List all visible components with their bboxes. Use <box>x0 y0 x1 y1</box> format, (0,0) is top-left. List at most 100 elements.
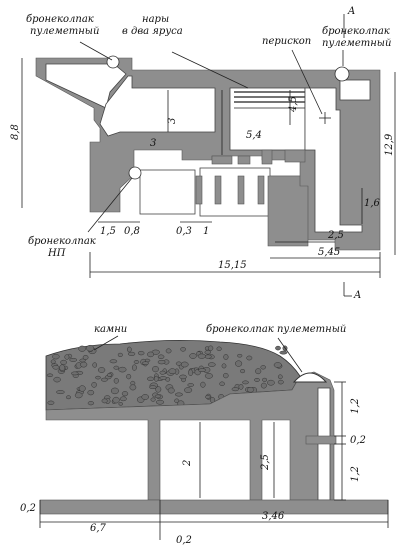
stone <box>254 377 260 382</box>
stone <box>175 361 182 366</box>
stone <box>118 402 123 406</box>
stone <box>60 359 67 365</box>
stone <box>87 389 95 396</box>
stone <box>150 397 156 402</box>
stone <box>109 359 118 364</box>
stone <box>82 354 89 360</box>
stone <box>174 398 180 404</box>
section-view <box>39 335 389 540</box>
stone <box>167 387 175 394</box>
stone <box>149 385 157 390</box>
section-dim-3-46: 3,46 <box>262 511 285 522</box>
stone <box>200 381 206 388</box>
stone <box>207 345 214 351</box>
stone <box>129 384 137 391</box>
stone <box>157 354 165 360</box>
stone <box>78 385 86 392</box>
section-mg-cap-dome <box>292 372 328 383</box>
stone <box>117 352 123 357</box>
stone <box>52 353 60 360</box>
section-dim-2: 2 <box>182 460 193 467</box>
stone <box>187 383 194 387</box>
stone <box>174 392 183 397</box>
plan-pillar-3 <box>237 175 245 205</box>
stone <box>119 396 127 402</box>
stone <box>56 390 65 395</box>
plan-dim-1: 1 <box>203 226 209 237</box>
plan-dim-4-5: 4,5 <box>288 96 299 113</box>
stone <box>242 380 249 385</box>
stone <box>260 382 267 389</box>
plan-label-bunks-1: нары <box>142 14 169 25</box>
stone <box>235 360 243 367</box>
stone <box>95 375 101 380</box>
stone <box>159 376 167 380</box>
section-dim-1-2-top: 1,2 <box>350 398 361 414</box>
stone <box>180 347 186 352</box>
plan-pillar-1 <box>195 175 203 205</box>
plan-dim-height-total: 8,8 <box>10 124 21 140</box>
stone <box>231 387 239 392</box>
plan-label-np-cap-1: бронеколпак <box>28 236 96 247</box>
stone <box>69 357 78 362</box>
stone <box>147 376 155 381</box>
section-dim-2-5: 2,5 <box>260 454 271 471</box>
stone <box>204 350 212 355</box>
plan-dim-1-5: 1,5 <box>100 226 116 237</box>
plan-label-bunks-2: в два яруса <box>122 26 183 37</box>
stone <box>53 376 61 383</box>
section-label-mg-cap: бронеколпак пулеметный <box>206 324 346 335</box>
plan-main-room <box>229 87 306 151</box>
plan-pillar-4 <box>257 175 265 205</box>
stone <box>86 344 95 352</box>
plan-dim-0-8: 0,8 <box>124 226 140 237</box>
stone <box>133 360 140 364</box>
stone <box>246 355 253 361</box>
plan-lower-right-block <box>267 175 309 247</box>
stone <box>126 346 132 353</box>
stone <box>52 365 60 370</box>
stone <box>118 366 127 373</box>
stone <box>157 359 166 365</box>
stone <box>237 353 243 358</box>
stone <box>80 361 88 368</box>
plan-dim-1-6: 1,6 <box>364 198 381 209</box>
section-dim-1-2-bottom: 1,2 <box>350 466 361 482</box>
stone <box>154 375 159 382</box>
plan-periscope-mark <box>319 112 331 124</box>
stone <box>131 364 137 371</box>
plan-label-periscope: перископ <box>262 36 311 47</box>
stone <box>66 395 71 400</box>
plan-section-mark-bottom: A <box>353 290 361 301</box>
stone <box>121 391 129 397</box>
stone <box>137 350 145 356</box>
section-dim-0-2-left: 0,2 <box>20 503 36 514</box>
plan-label-np-cap-2: НП <box>47 248 66 259</box>
stone <box>110 387 119 395</box>
plan-block-4 <box>284 149 306 163</box>
plan-label-mg-cap-right-2: пулеметный <box>322 38 391 49</box>
plan-right-room <box>304 87 363 233</box>
section-dim-0-2-bottom: 0,2 <box>176 535 192 546</box>
stone <box>168 368 177 375</box>
stone <box>223 354 229 360</box>
stone <box>246 387 255 393</box>
plan-np-cap <box>128 166 142 180</box>
stone <box>78 345 86 352</box>
plan-dim-2-5: 2,5 <box>327 230 344 241</box>
stone <box>100 377 108 382</box>
plan-dim-inner-3a: 3 <box>167 118 178 124</box>
stone <box>87 401 95 406</box>
stone <box>112 396 120 404</box>
stone <box>223 372 229 379</box>
stone <box>262 377 268 382</box>
section-floor-slab <box>39 499 389 515</box>
stone <box>184 387 193 393</box>
plan-dim-15-15: 15,15 <box>218 260 247 271</box>
stone <box>50 359 56 364</box>
section-ledge <box>305 435 337 445</box>
section-dim-0-2-right: 0,2 <box>350 435 366 446</box>
stone <box>46 373 54 378</box>
plan-view <box>21 14 396 297</box>
